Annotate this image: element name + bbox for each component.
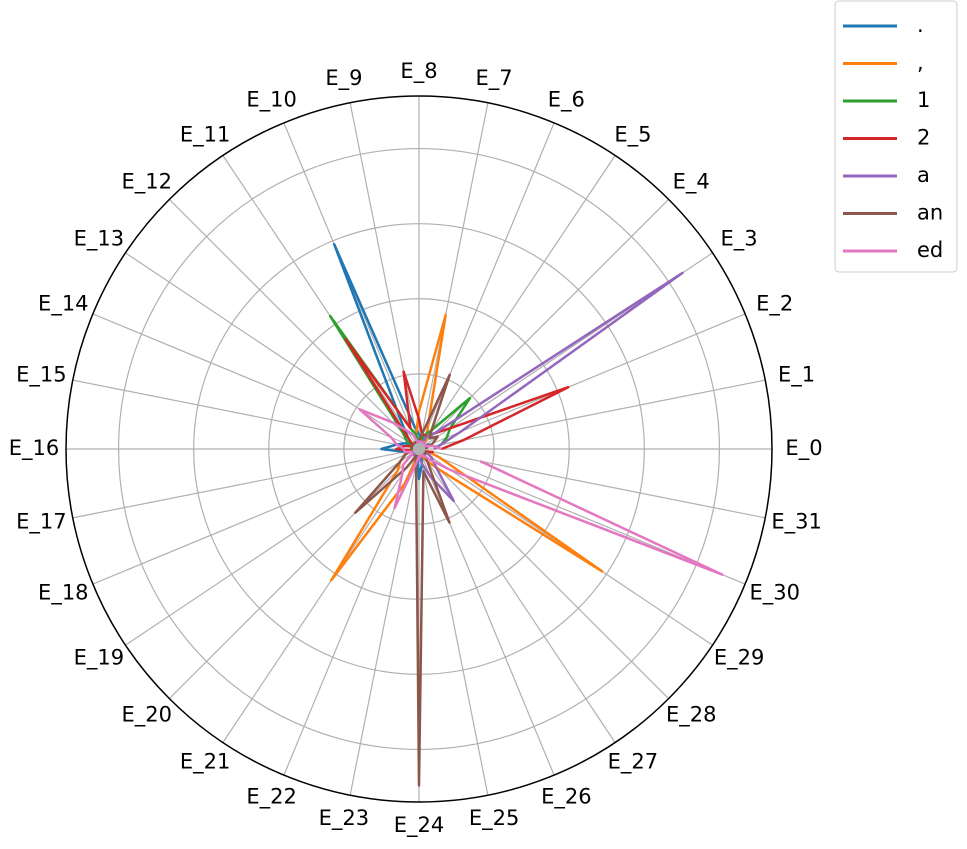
category-label: E_10 [246, 88, 297, 113]
category-label: E_25 [469, 806, 520, 831]
category-label: E_0 [785, 436, 822, 461]
legend: ., 1 2 a an ed [834, 0, 958, 273]
spoke [418, 448, 670, 700]
category-label: E_31 [771, 510, 822, 535]
category-label: E_15 [16, 362, 67, 387]
spoke [418, 313, 746, 450]
category-label: E_17 [16, 510, 67, 535]
category-label: E_1 [778, 362, 815, 387]
category-label: E_19 [74, 645, 125, 670]
spoke [125, 252, 420, 450]
series-line [330, 313, 604, 582]
category-label: E_21 [180, 749, 231, 774]
spoke [72, 379, 420, 450]
spoke [222, 448, 420, 743]
category-label: E_23 [319, 806, 370, 831]
legend-label: 2 [917, 126, 930, 150]
category-label: E_7 [476, 66, 513, 91]
category-label: E_14 [38, 292, 89, 317]
spoke [418, 198, 670, 450]
category-label: E_12 [122, 169, 173, 194]
category-label: E_11 [180, 123, 231, 148]
legend-label: a [917, 163, 930, 187]
spoke [418, 155, 616, 450]
spoke [349, 448, 420, 796]
spoke [418, 448, 489, 796]
category-label: E_28 [666, 703, 717, 728]
category-label: E_5 [614, 123, 651, 148]
category-label: E_30 [749, 580, 800, 605]
category-label: E_13 [74, 227, 125, 252]
spoke [222, 155, 420, 450]
legend-label: ed [917, 238, 943, 262]
spoke [168, 448, 420, 700]
spoke [418, 379, 766, 450]
spoke [92, 313, 420, 450]
category-label: E_8 [400, 59, 437, 84]
spoke [349, 102, 420, 450]
category-label: E_24 [394, 813, 445, 838]
spoke [418, 448, 766, 519]
series-line [358, 408, 724, 576]
category-label: E_22 [246, 784, 297, 809]
category-label: E_4 [673, 169, 710, 194]
category-label: E_26 [541, 784, 592, 809]
outer-frame [65, 95, 773, 803]
category-label: E_27 [608, 749, 659, 774]
legend-frame [834, 0, 958, 273]
series-line [354, 373, 452, 787]
category-label: E_3 [721, 227, 758, 252]
category-label: E_16 [9, 436, 60, 461]
category-label: E_29 [714, 645, 765, 670]
legend-label: an [917, 201, 943, 225]
spoke [418, 102, 489, 450]
legend-label: . [917, 13, 924, 37]
category-label: E_18 [38, 580, 89, 605]
legend-label: , [917, 51, 924, 75]
legend-label: 1 [917, 88, 930, 112]
category-label: E_20 [122, 703, 173, 728]
spoke [125, 448, 420, 646]
category-label: E_9 [325, 66, 362, 91]
spoke [168, 198, 420, 450]
category-label: E_2 [756, 292, 793, 317]
spoke [92, 448, 420, 585]
spoke [72, 448, 420, 519]
category-label: E_6 [548, 88, 585, 113]
